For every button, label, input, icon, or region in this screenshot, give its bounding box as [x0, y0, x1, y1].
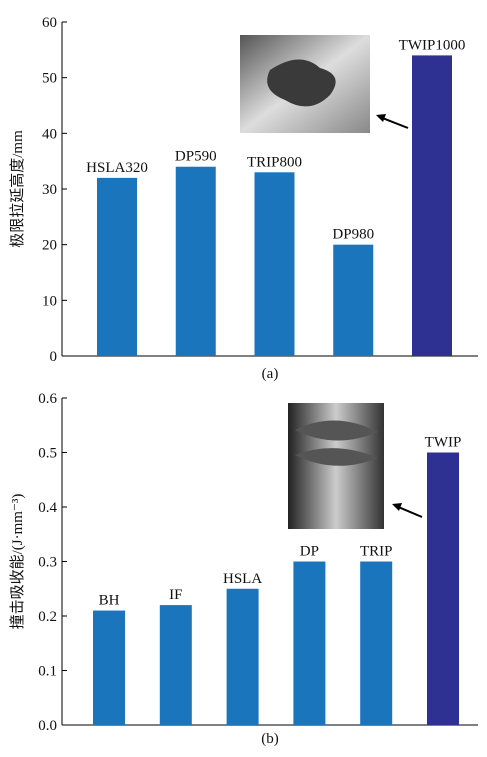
bar-category-label: TWIP: [425, 435, 462, 451]
bar-category-label: TRIP: [360, 544, 393, 560]
y-tick-label: 0.5: [38, 446, 57, 462]
bar-category-label: DP590: [175, 149, 217, 165]
y-tick-label: 0: [50, 349, 58, 365]
y-tick-label: 10: [42, 293, 57, 309]
bar-category-label: TWIP1000: [399, 37, 466, 53]
caption: (b): [261, 731, 279, 747]
bar: [293, 562, 325, 726]
y-tick-label: 0.0: [38, 718, 57, 734]
bar-category-label: HSLA: [223, 571, 262, 587]
bar: [412, 55, 452, 356]
y-tick-label: 0.1: [38, 664, 57, 680]
y-axis-label: 极限拉延高度/mm: [9, 130, 26, 248]
y-tick-label: 40: [42, 126, 57, 142]
y-tick-label: 0.2: [38, 609, 57, 625]
inset-photo-a: [240, 35, 370, 133]
bar-category-label: IF: [169, 587, 182, 603]
bar-category-label: HSLA320: [86, 160, 148, 176]
bar: [97, 178, 137, 356]
bar: [227, 589, 259, 725]
caption: (a): [262, 366, 279, 382]
bar-category-label: DP980: [332, 227, 374, 243]
bar: [176, 167, 216, 356]
bar: [333, 245, 373, 356]
bar: [93, 611, 125, 725]
bar-category-label: BH: [99, 593, 120, 609]
y-tick-label: 0.3: [38, 555, 57, 571]
inset-photo-b: [288, 403, 384, 529]
bar: [427, 453, 459, 726]
bar: [160, 605, 192, 725]
y-tick-label: 60: [42, 15, 57, 31]
bar: [360, 562, 392, 726]
y-tick-label: 50: [42, 71, 57, 87]
y-tick-label: 30: [42, 182, 57, 198]
bar-category-label: TRIP800: [247, 154, 302, 170]
arrow-b: [392, 503, 422, 517]
y-tick-label: 0.6: [38, 391, 57, 407]
y-tick-label: 20: [42, 238, 57, 254]
bar: [255, 172, 295, 356]
bar-category-label: DP: [300, 544, 319, 560]
y-axis-label: 撞击吸收能/(J·mm⁻³): [8, 494, 26, 630]
arrow-a: [376, 114, 408, 128]
figure: 0.0 0.1 0.2 0.3 0.4 0.5 0.6 BH IF HSLA DP TRIP TWIP 撞…: [0, 0, 487, 752]
chart: 0.0 0.1 0.2 0.3 0.4 0.5 0.6 BH IF HSLA DP TRIP TWIP 撞…: [8, 391, 478, 747]
y-tick-label: 0.4: [38, 500, 57, 516]
